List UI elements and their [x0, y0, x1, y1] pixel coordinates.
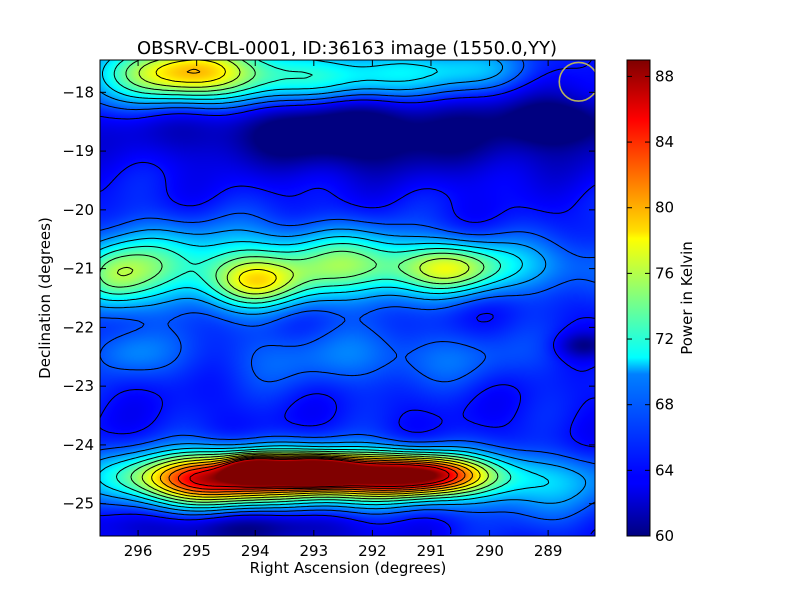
y-tick-label: −22 [62, 318, 94, 336]
colorbar-ticks: 60 64 68 72 76 80 84 88 [627, 67, 674, 545]
colorbar-label: Power in Kelvin [678, 241, 696, 355]
y-tick-label: −24 [62, 436, 94, 454]
contour-level [116, 60, 489, 501]
contour-level [168, 456, 466, 493]
x-axis-label: Right Ascension (degrees) [250, 559, 447, 577]
x-tick-label: 289 [534, 542, 563, 560]
x-tick-label: 293 [299, 542, 328, 560]
contour-level [100, 60, 595, 535]
x-tick-label: 295 [182, 542, 211, 560]
contour-level [100, 60, 550, 509]
x-tick-label: 290 [475, 542, 504, 560]
colorbar-tick-label: 68 [655, 396, 674, 414]
chart-title: OBSRV-CBL-0001, ID:36163 image (1550.0,Y… [137, 38, 557, 59]
x-tick-label: 294 [241, 542, 270, 560]
x-axis-ticks: 296 295 294 293 292 291 290 289 [124, 60, 563, 560]
y-axis-label: Declination (degrees) [36, 217, 54, 379]
y-axis-ticks: −18 −19 −20 −21 −22 −23 −24 −25 [62, 83, 595, 513]
colorbar-tick-label: 88 [655, 67, 674, 85]
y-tick-label: −19 [62, 142, 94, 160]
contour-level [177, 457, 458, 490]
colorbar-tick-label: 80 [655, 199, 674, 217]
colorbar-tick-label: 64 [655, 461, 674, 479]
beam-marker [558, 61, 595, 102]
x-tick-label: 292 [358, 542, 387, 560]
heatmap-canvas [100, 60, 595, 536]
contour-level [100, 60, 512, 506]
x-tick-label: 291 [417, 542, 446, 560]
colorbar-tick-label: 76 [655, 264, 674, 282]
contour-level [100, 60, 595, 521]
colorbar-tick-label: 84 [655, 133, 674, 151]
contour-lines [100, 60, 595, 535]
contour-level [189, 458, 450, 488]
contour-level [159, 68, 473, 496]
colorbar-tick-label: 72 [655, 330, 674, 348]
x-tick-label: 296 [124, 542, 153, 560]
y-tick-label: −23 [62, 377, 94, 395]
y-tick-label: −25 [62, 495, 94, 513]
y-tick-label: −18 [62, 83, 94, 101]
contour-level [100, 60, 587, 512]
y-tick-label: −20 [62, 201, 94, 219]
heatmap-area [100, 60, 595, 536]
contour-level [151, 60, 481, 498]
contour-level [100, 60, 499, 503]
colorbar [626, 59, 651, 537]
y-tick-label: −21 [62, 260, 94, 278]
colorbar-tick-label: 60 [655, 527, 674, 545]
plot-frame [99, 59, 596, 537]
